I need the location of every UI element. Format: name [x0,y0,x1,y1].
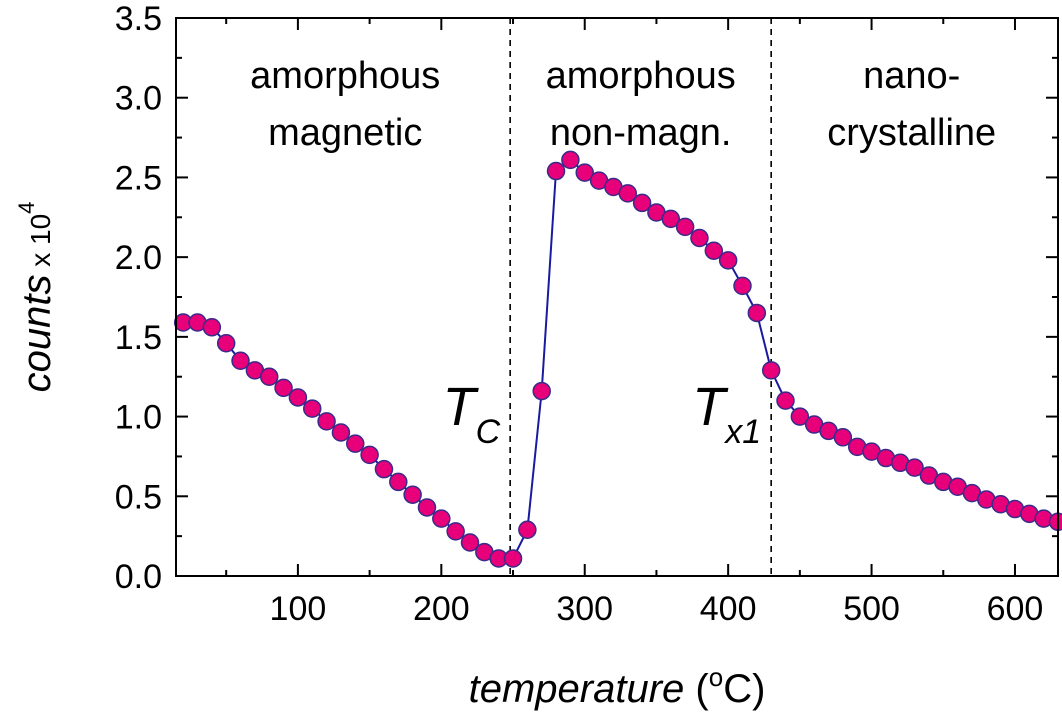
data-point [231,351,250,371]
x-axis-label: temperature [469,667,685,711]
x-axis-unit-degree: o [709,662,723,692]
transition-subscript: x1 [723,413,761,451]
data-point [561,150,580,170]
x-tick-label: 600 [987,590,1044,628]
y-tick-label: 3.5 [115,0,162,38]
tick-labels: 100 200 300 400 500 600 0.0 0.5 1.0 1.5 2.0 2.5 3.0 3… [115,0,1044,628]
data-series [173,150,1062,568]
data-point [776,391,795,410]
data-point [675,217,695,237]
region-label-line1: amorphous [546,55,736,97]
data-point [532,381,551,401]
transition-label: TC [443,377,501,451]
y-axis-title: counts x 104 [14,202,59,393]
y-tick-label: 2.5 [115,159,162,197]
data-point [259,367,279,386]
data-point [331,423,351,442]
data-point [518,520,537,540]
y-tick-label: 1.5 [115,319,162,357]
data-point [704,241,724,261]
data-point [761,361,781,380]
axis-titles: counts x 104 temperature (oC) [14,202,765,711]
data-point [446,522,465,541]
transition-subscript: C [476,413,501,451]
x-tick-label: 500 [843,590,900,628]
region-label-line1: nano- [863,55,960,97]
y-tick-label: 3.0 [115,80,162,118]
x-tick-label: 100 [270,590,327,628]
data-point [374,459,394,479]
region-label-line1: amorphous [250,55,440,97]
region-label-line2: magnetic [268,112,422,154]
transition-symbol: T [443,377,480,437]
data-point [546,161,566,181]
data-point [389,472,408,492]
data-point [503,549,523,568]
data-point [718,251,738,270]
data-point [905,458,924,477]
region-labels: amorphous magnetic amorphous non-magn. nano-… [250,55,996,154]
axis-ticks [176,17,1058,577]
data-point [288,388,308,407]
data-point [690,228,709,248]
plot-frame [175,17,1059,577]
y-tick-label: 0.0 [115,558,162,596]
data-point [417,498,437,517]
transition-label: Tx1 [692,377,761,451]
data-point [790,407,810,426]
x-tick-label: 200 [413,590,470,628]
x-axis-title: temperature (oC) [469,662,766,711]
y-axis-label: counts [15,275,59,393]
y-tick-label: 0.5 [115,478,162,516]
data-point [632,193,652,213]
data-point [460,533,480,552]
x-tick-label: 300 [556,590,613,628]
data-point [346,434,365,453]
x-axis-unit-prefix: ( [695,667,709,711]
transition-symbol: T [692,377,729,437]
data-point [302,399,322,418]
data-point [202,318,222,337]
data-point [360,445,379,465]
region-label-line2: non-magn. [550,112,732,154]
y-axis-exponent: 4 [14,202,39,214]
y-tick-label: 1.0 [115,399,162,437]
data-point [432,509,451,528]
data-point [733,276,752,296]
data-point [1048,512,1062,532]
data-point [747,303,767,323]
transition-lines: TC Tx1 [443,18,772,576]
y-axis-multiplier: x 10 [25,214,56,275]
series-line [183,158,1059,560]
data-point [216,333,236,353]
data-point [403,485,422,504]
data-point [661,209,681,229]
data-point [618,184,638,203]
region-label-line2: crystalline [827,112,996,154]
x-axis-unit-suffix: C) [723,667,765,711]
data-point [317,412,336,431]
y-tick-label: 2.0 [115,239,162,277]
data-point [274,378,293,398]
data-point [575,163,594,182]
x-tick-label: 400 [700,590,757,628]
x-axis-unit-open [684,667,695,711]
data-point [833,428,853,447]
